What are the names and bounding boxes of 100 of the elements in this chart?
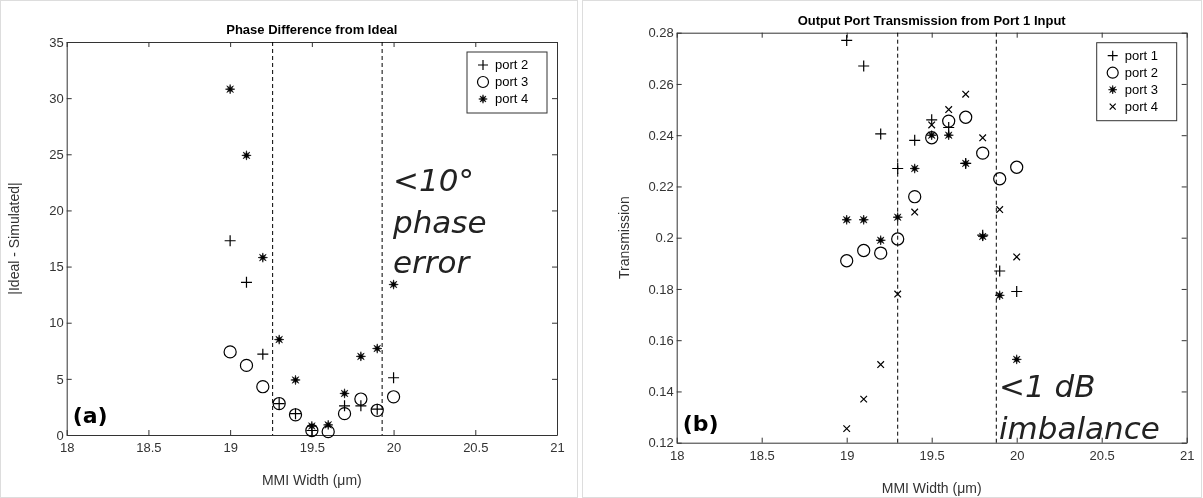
point xyxy=(909,163,920,174)
point xyxy=(372,343,383,354)
point xyxy=(223,345,237,359)
point xyxy=(321,424,335,439)
point xyxy=(1010,160,1024,174)
x-tick-label: 21 xyxy=(1179,448,1195,463)
chart-title: Phase Difference from Ideal xyxy=(226,22,398,37)
legend-label: port 1 xyxy=(1124,47,1158,63)
legend-label: port 3 xyxy=(1124,81,1158,97)
x-tick-label: 20 xyxy=(1009,448,1025,463)
point xyxy=(387,371,400,384)
x-axis-title: MMI Width (μm) xyxy=(261,472,362,488)
point xyxy=(875,235,886,246)
point xyxy=(891,232,905,246)
y-axis-title: Transmission xyxy=(615,196,632,280)
point xyxy=(859,395,868,404)
point xyxy=(239,358,254,373)
point xyxy=(943,130,954,141)
point xyxy=(355,351,366,362)
y-tick-label: 35 xyxy=(49,34,64,50)
point xyxy=(925,131,939,145)
point xyxy=(942,114,956,128)
point xyxy=(257,252,268,263)
y-tick-label: 0 xyxy=(56,427,64,443)
x-tick-label: 18 xyxy=(669,448,685,463)
annotation: (a) xyxy=(72,403,108,428)
point xyxy=(841,214,852,225)
point xyxy=(842,424,851,433)
point xyxy=(386,390,401,404)
legend-label: port 4 xyxy=(495,91,529,106)
x-tick-label: 20 xyxy=(386,440,402,456)
x-tick-label: 19.5 xyxy=(919,448,945,463)
y-tick-label: 0.2 xyxy=(655,230,674,246)
point xyxy=(225,84,236,95)
point xyxy=(926,130,937,141)
y-tick-label: 20 xyxy=(49,203,64,219)
point xyxy=(908,190,922,204)
point xyxy=(354,392,368,406)
point xyxy=(993,264,1006,278)
point xyxy=(290,375,301,385)
point xyxy=(1010,285,1023,298)
point xyxy=(240,276,253,289)
legend-label: port 2 xyxy=(1124,64,1158,80)
point xyxy=(840,254,854,268)
y-tick-label: 0.18 xyxy=(648,281,674,297)
y-tick-label: 10 xyxy=(49,315,64,331)
y-tick-label: 25 xyxy=(49,146,64,162)
point xyxy=(910,208,919,216)
point xyxy=(976,146,990,160)
point xyxy=(908,134,921,147)
point xyxy=(858,214,869,225)
point xyxy=(857,243,871,258)
point xyxy=(993,172,1007,186)
point xyxy=(874,127,887,141)
point xyxy=(959,110,973,124)
point xyxy=(306,421,317,431)
y-tick-label: 30 xyxy=(49,90,64,106)
chart-title: Output Port Transmission from Port 1 Input xyxy=(797,12,1067,28)
point xyxy=(224,234,237,247)
y-tick-label: 15 xyxy=(49,259,64,275)
point xyxy=(893,290,902,298)
point xyxy=(874,246,888,260)
x-tick-label: 19.5 xyxy=(299,440,326,456)
point xyxy=(274,334,285,345)
x-tick-label: 21 xyxy=(550,440,565,456)
y-tick-label: 0.16 xyxy=(648,332,674,348)
point xyxy=(840,34,853,47)
x-tick-label: 19 xyxy=(839,448,855,463)
point xyxy=(978,133,987,142)
legend-label: port 2 xyxy=(495,57,529,72)
point xyxy=(1011,354,1022,365)
point xyxy=(354,399,367,412)
point xyxy=(339,388,350,399)
y-axis-title: |Ideal - Simulated| xyxy=(5,182,22,295)
point xyxy=(337,407,352,421)
x-tick-label: 20.5 xyxy=(463,440,489,456)
point xyxy=(944,105,953,114)
x-tick-label: 20.5 xyxy=(1089,448,1115,463)
point xyxy=(323,419,334,430)
annotation: <1 dB imbalance xyxy=(999,368,1160,446)
point xyxy=(857,59,870,73)
point xyxy=(925,113,938,126)
y-tick-label: 0.12 xyxy=(648,435,674,451)
point xyxy=(892,212,903,223)
y-tick-label: 0.28 xyxy=(648,25,674,41)
y-tick-label: 0.22 xyxy=(648,179,674,195)
annotation: <10° phase error xyxy=(392,162,487,280)
point xyxy=(256,348,269,361)
legend-label: port 4 xyxy=(1124,98,1158,114)
point xyxy=(256,380,270,394)
x-tick-label: 19 xyxy=(223,440,238,456)
point xyxy=(994,290,1005,301)
point xyxy=(961,90,970,99)
legend-label: port 3 xyxy=(495,74,529,89)
annotation: (b) xyxy=(682,410,719,436)
x-tick-label: 18.5 xyxy=(749,448,775,463)
point xyxy=(876,360,885,369)
y-tick-label: 5 xyxy=(56,371,64,387)
point xyxy=(995,205,1004,214)
point xyxy=(891,162,904,175)
